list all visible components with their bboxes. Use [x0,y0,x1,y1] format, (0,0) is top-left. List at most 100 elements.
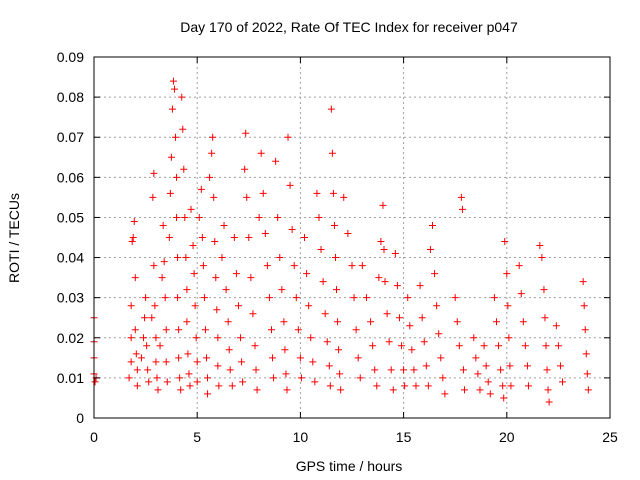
data-point [214,362,222,370]
data-point [232,270,240,278]
data-point [542,342,550,350]
data-point [515,262,523,270]
data-point [377,238,385,246]
data-point [426,246,434,254]
chart-title: Day 170 of 2022, Rate Of TEC Index for r… [180,19,518,35]
data-point [91,378,99,386]
data-point [389,386,397,394]
data-point [131,274,139,282]
data-point [255,213,263,221]
data-point [455,342,463,350]
data-point [125,374,133,382]
data-point [506,362,514,370]
data-point [167,153,175,161]
data-point [499,382,507,390]
data-point [228,382,236,390]
data-point [133,366,141,374]
data-point [367,318,375,326]
data-point [174,294,182,302]
data-point [220,221,228,229]
data-point [130,217,138,225]
data-point [552,322,560,330]
data-point [495,342,503,350]
data-point [305,302,313,310]
x-axis-label: GPS time / hours [296,458,403,474]
data-point [541,314,549,322]
data-point [197,185,205,193]
x-tick-label: 20 [499,429,515,445]
data-point [283,386,291,394]
data-point [280,318,288,326]
data-point [142,294,150,302]
data-point [433,302,441,310]
data-point [350,294,358,302]
data-point [472,354,480,362]
data-point [215,382,223,390]
data-point [199,262,207,270]
data-point [177,386,185,394]
data-point [181,213,189,221]
data-point [385,338,393,346]
data-point [156,342,164,350]
data-point [242,129,250,137]
y-tick-label: 0.06 [57,169,84,185]
data-point [257,149,265,157]
data-point [428,221,436,229]
data-point [195,213,203,221]
data-point [286,181,294,189]
data-point [210,193,218,201]
data-point [319,278,327,286]
data-point [173,213,181,221]
data-point [540,286,548,294]
data-point [239,378,247,386]
data-point [406,322,414,330]
data-point [490,294,498,302]
y-tick-label: 0.03 [57,290,84,306]
data-point [523,362,531,370]
data-point [189,242,197,250]
data-point [431,270,439,278]
y-tick-label: 0.02 [57,330,84,346]
y-tick-label: 0.05 [57,209,84,225]
data-point [325,362,333,370]
data-point [327,105,335,113]
data-point [538,254,546,262]
data-point [238,358,246,366]
data-point [193,378,201,386]
data-point [202,354,210,362]
data-point [247,274,255,282]
data-point [148,314,156,322]
data-point [453,318,461,326]
data-point [276,254,284,262]
data-point [362,294,370,302]
data-point [579,278,587,286]
data-point [159,221,167,229]
data-point [161,294,169,302]
y-axis-label: ROTI / TECUs [6,193,22,283]
y-tick-label: 0.04 [57,250,84,266]
data-point [391,250,399,258]
data-point [354,354,362,362]
data-point [301,234,309,241]
x-tick-label: 15 [396,429,412,445]
data-point [400,366,408,374]
data-point [127,334,135,342]
data-point [484,378,492,386]
data-point [128,238,136,246]
data-point [145,378,153,386]
data-point [186,382,194,390]
data-point [337,386,345,394]
data-point [336,370,344,378]
data-point [398,342,406,350]
data-point [163,378,171,386]
data-point [162,358,170,366]
data-point [176,374,184,382]
data-point [140,334,148,342]
data-point [192,334,200,342]
data-series [90,77,592,406]
data-point [190,270,198,278]
data-point [356,374,364,382]
data-point [152,358,160,366]
data-point [536,242,544,250]
data-point [408,346,416,354]
